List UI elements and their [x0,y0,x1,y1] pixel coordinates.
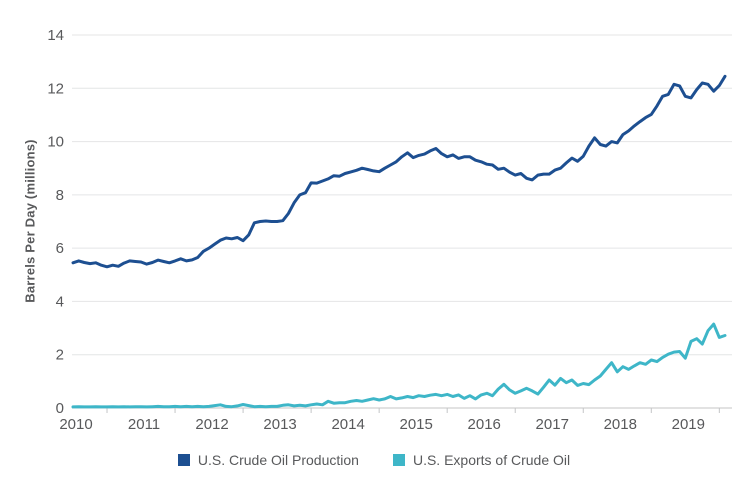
y-tick-label: 10 [47,134,64,151]
x-tick-label: 2014 [331,416,364,433]
y-tick-label: 4 [56,293,64,310]
series-line-production [71,74,727,269]
y-tick-label: 14 [47,27,64,44]
legend-item-exports: U.S. Exports of Crude Oil [392,452,571,468]
x-tick-label: 2015 [399,416,432,433]
x-tick-label: 2013 [263,416,296,433]
chart-plot-area: 0 2 4 6 8 10 12 14 2010 2011 2012 2013 2014 2015 2016 2… [47,27,732,433]
x-tick-label: 2010 [59,416,92,433]
legend-label-production: U.S. Crude Oil Production [197,452,359,468]
chart-legend: U.S. Crude Oil Production U.S. Exports o… [0,452,748,468]
x-tick-label: 2016 [468,416,501,433]
legend-item-production: U.S. Crude Oil Production [177,452,359,468]
y-tick-label: 6 [56,240,64,257]
x-tick-label: 2019 [672,416,705,433]
x-tick-label: 2012 [195,416,228,433]
y-tick-label: 2 [56,347,64,364]
y-tick-label: 0 [56,400,64,417]
x-tick-label: 2018 [604,416,637,433]
y-tick-label: 12 [47,80,64,97]
legend-swatch-production-icon [177,454,190,466]
y-axis-title: Barrels Per Day (millions) [22,139,38,303]
x-tick-label: 2011 [128,416,160,433]
legend-label-exports: U.S. Exports of Crude Oil [412,452,571,468]
series-line-exports [71,322,727,409]
x-tick-label: 2017 [536,416,569,433]
legend-swatch-exports-icon [392,454,405,466]
y-tick-label: 8 [56,187,64,204]
